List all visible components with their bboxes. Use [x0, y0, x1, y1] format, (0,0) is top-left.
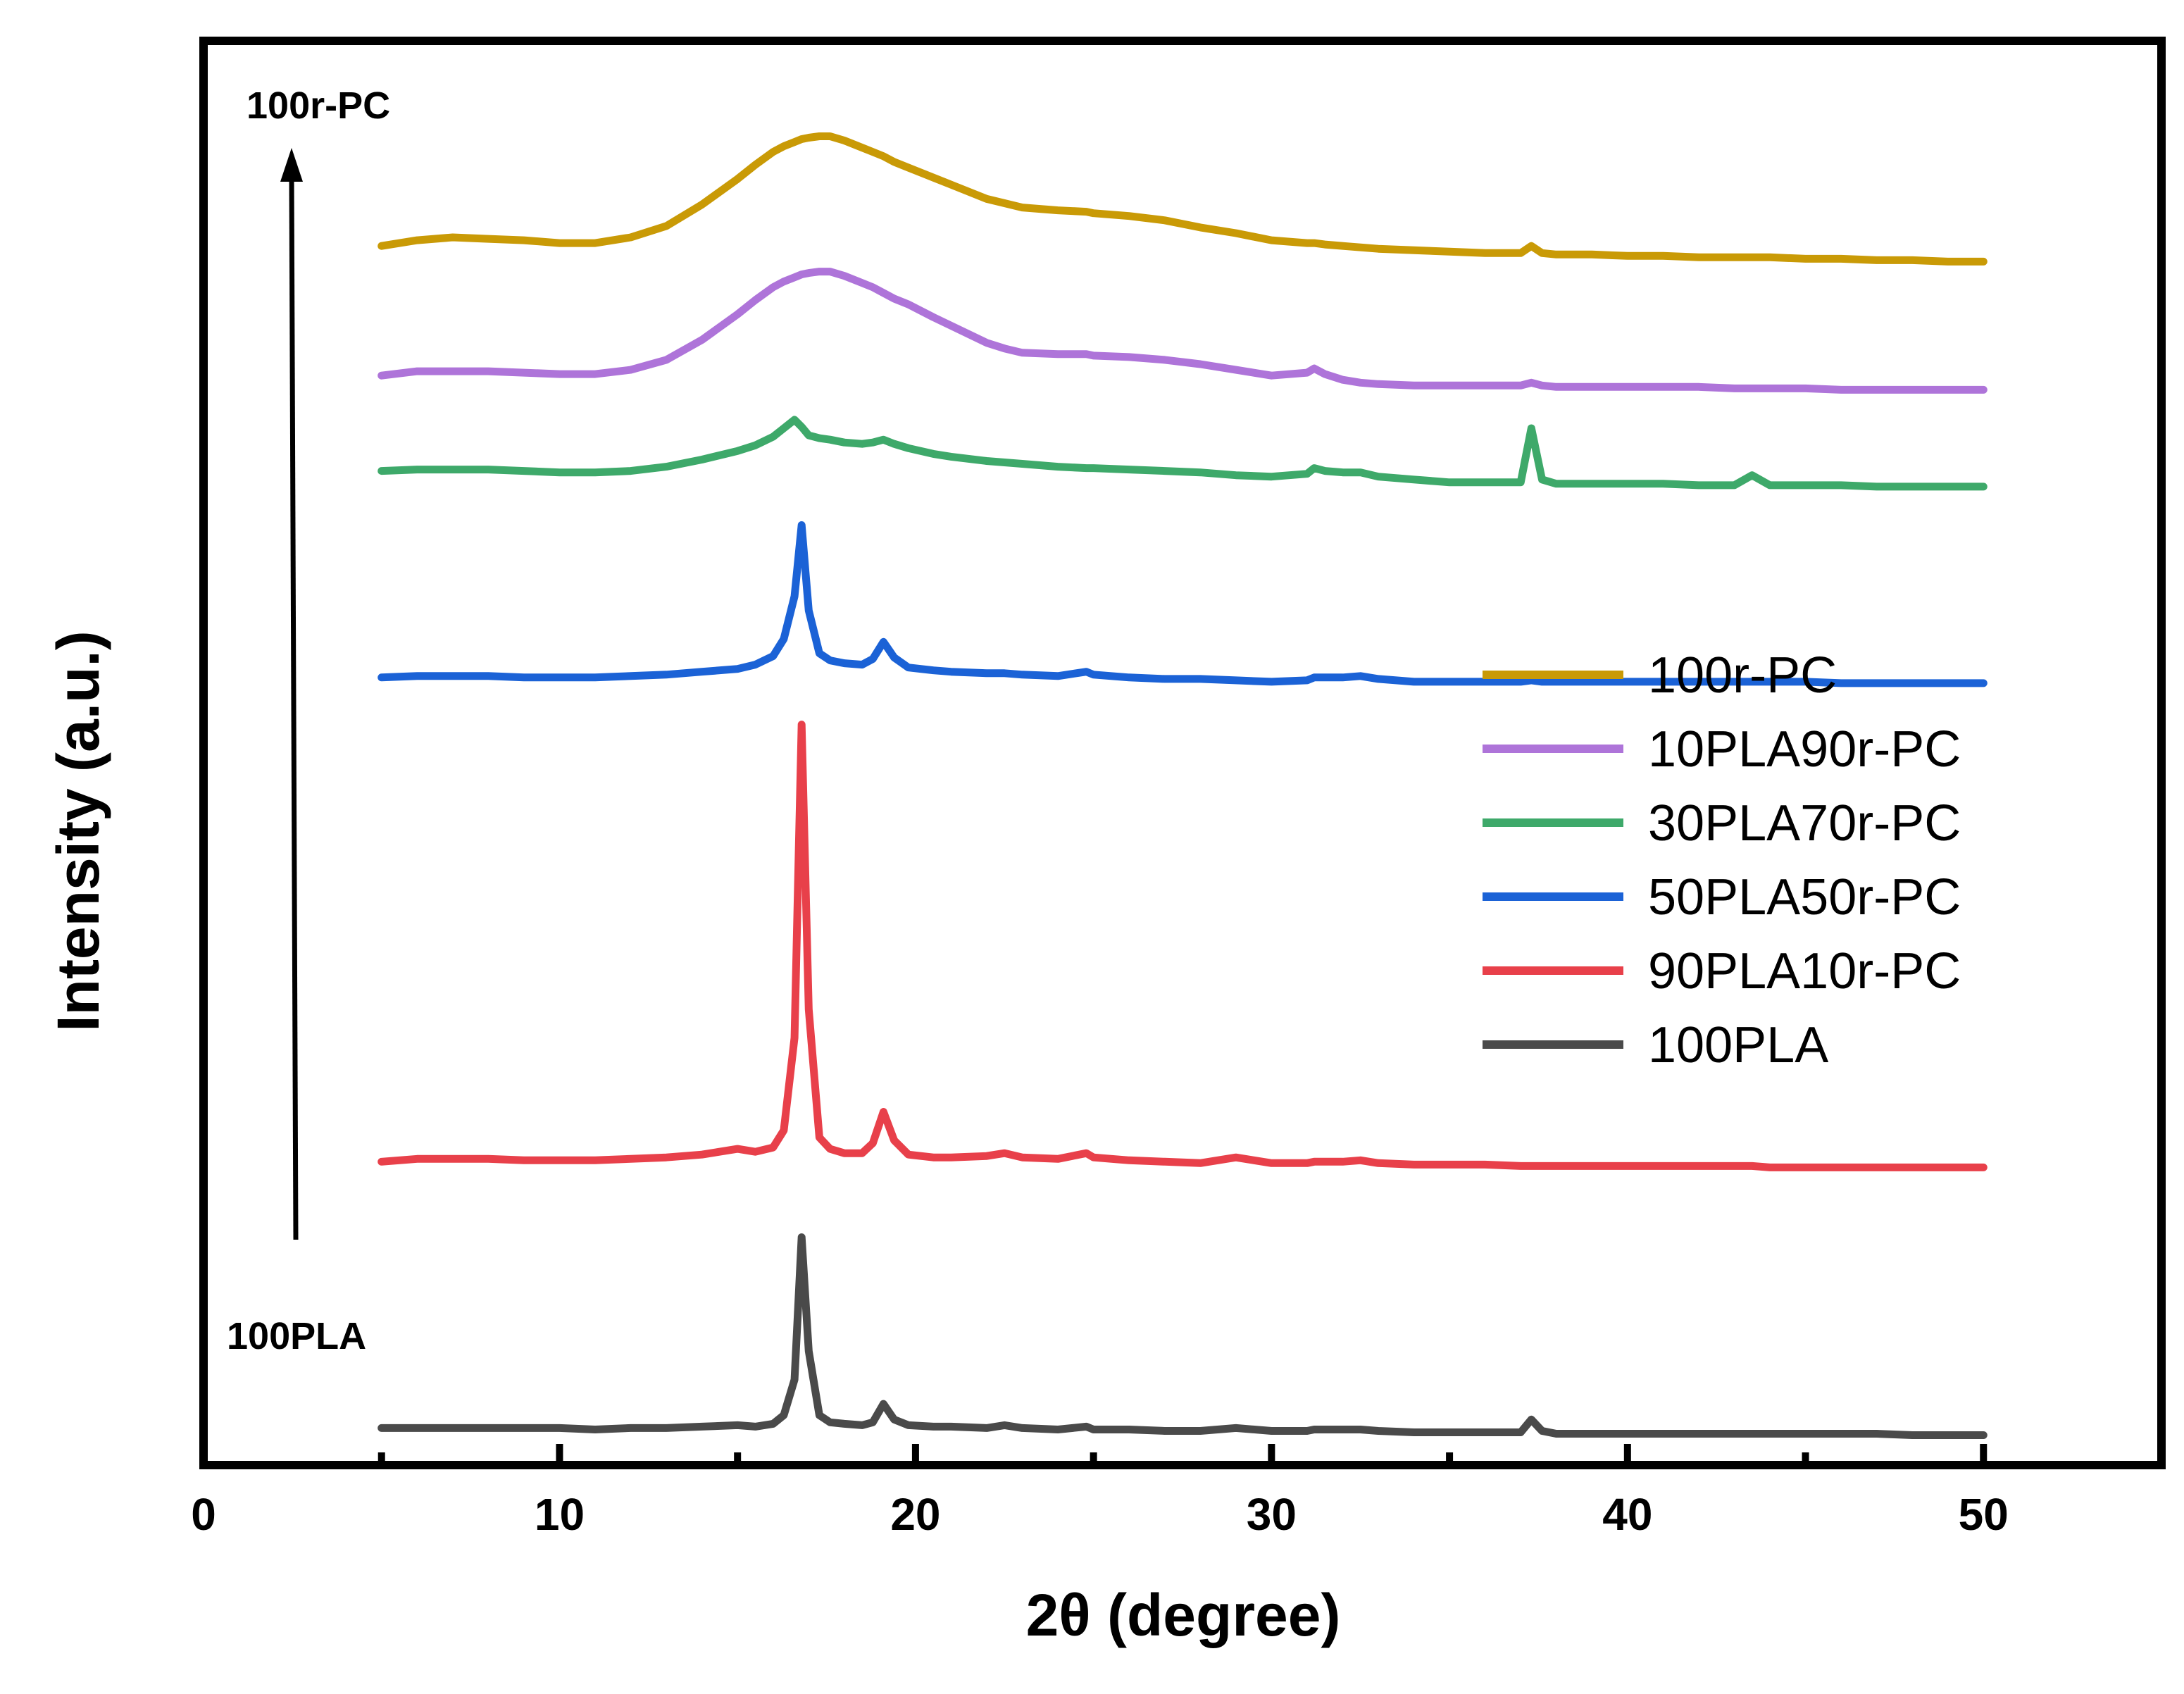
annotation-top: 100r-PC	[247, 85, 390, 127]
y-axis-label-text: Intensity (a.u.)	[45, 630, 111, 1031]
x-axis-ticks: 0 10 20 30 40 50	[191, 1444, 2009, 1540]
annotation-bottom: 100PLA	[227, 1315, 366, 1357]
x-tick-label: 0	[191, 1489, 216, 1540]
series-line-2	[377, 416, 1988, 491]
legend-label-4: 90PLA10r-PC	[1648, 943, 1961, 999]
plot-lines	[377, 132, 1988, 1439]
y-axis-label: Intensity (a.u.)	[45, 630, 111, 1031]
series-line-3	[377, 521, 1988, 687]
series-line-4	[377, 721, 1988, 1171]
plot-frame	[199, 37, 2166, 1469]
x-tick-label: 40	[1602, 1489, 1652, 1540]
legend-label-2: 30PLA70r-PC	[1648, 795, 1961, 852]
legend: 100r-PC 10PLA90r-PC 30PLA70r-PC 50PLA50r-PC…	[1483, 647, 1961, 1073]
legend-label-5: 100PLA	[1648, 1017, 1828, 1073]
legend-label-1: 10PLA90r-PC	[1648, 721, 1961, 778]
series-line-1	[377, 268, 1988, 394]
legend-label-0: 100r-PC	[1648, 647, 1837, 704]
series-line-0	[377, 132, 1988, 266]
x-axis-label: 2θ (degree)	[1026, 1582, 1341, 1648]
x-tick-label: 20	[890, 1489, 940, 1540]
direction-arrow	[280, 148, 303, 1240]
series-line-5	[377, 1233, 1988, 1439]
legend-label-3: 50PLA50r-PC	[1648, 869, 1961, 926]
x-tick-label: 10	[535, 1489, 585, 1540]
x-tick-label: 30	[1247, 1489, 1297, 1540]
x-tick-label: 50	[1959, 1489, 2009, 1540]
